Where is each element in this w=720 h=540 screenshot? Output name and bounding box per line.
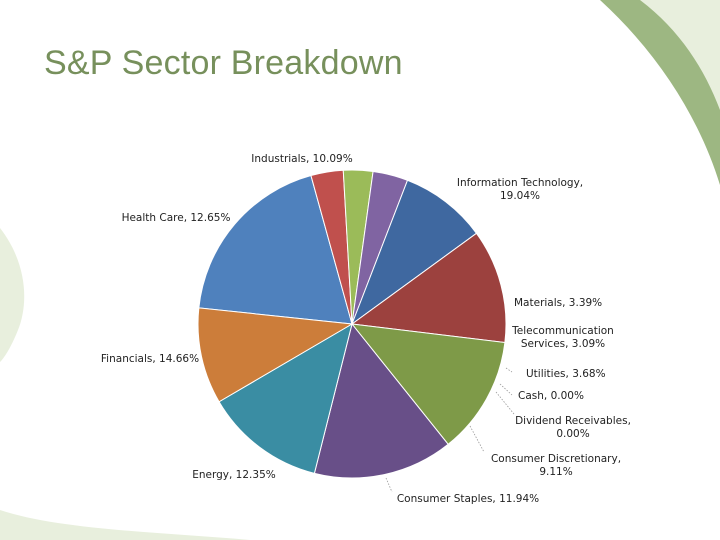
data-label-health-care: Health Care, 12.65% [122, 212, 231, 224]
data-label-line: 9.11% [539, 466, 572, 478]
data-label-line: Financials, 14.66% [101, 353, 199, 365]
data-label-line: Industrials, 10.09% [251, 153, 352, 165]
data-label-line: Services, 3.09% [521, 338, 605, 350]
pie-slice-energy [350, 323, 506, 445]
data-label-dividend-receivables: Dividend Receivables, 0.00% [515, 415, 631, 440]
data-label-line: Information Technology, [457, 177, 583, 189]
data-label-industrials: Industrials, 10.09% [251, 153, 352, 165]
pie-slice-health-care [218, 322, 353, 474]
data-label-line: 19.04% [500, 190, 540, 202]
data-label-consumer-discretionary: Consumer Discretionary, 9.11% [491, 453, 621, 478]
slide-title: S&P Sector Breakdown [44, 44, 403, 82]
pie-slice-financials [313, 322, 449, 479]
leader-line-utilities [505, 367, 513, 373]
data-label-energy: Energy, 12.35% [192, 469, 275, 481]
data-label-line: Utilities, 3.68% [526, 368, 606, 380]
data-label-line: Consumer Staples, 11.94% [397, 493, 539, 505]
pie-slice-information-technology [198, 174, 353, 325]
data-label-utilities: Utilities, 3.68% [526, 368, 606, 380]
data-label-line: Consumer Discretionary, [491, 453, 621, 465]
leader-line-consumer-staples [385, 477, 393, 493]
leader-line-consumer-discretionary [469, 425, 485, 453]
data-label-telecommunication-services: Telecommunication Services, 3.09% [511, 325, 614, 350]
data-label-line: Cash, 0.00% [518, 390, 584, 402]
data-label-financials: Financials, 14.66% [101, 353, 199, 365]
left-swoosh [0, 228, 25, 362]
leader-line-dividend-receivables [495, 391, 515, 415]
data-label-line: Telecommunication [511, 325, 614, 337]
data-label-line: Health Care, 12.65% [122, 212, 231, 224]
bottom-swoosh [0, 510, 250, 540]
data-label-line: Dividend Receivables, [515, 415, 631, 427]
data-label-line: 0.00% [556, 428, 589, 440]
leader-line-cash [499, 383, 513, 396]
pie-slice-consumer-staples [350, 232, 507, 344]
data-label-information-technology: Information Technology, 19.04% [457, 177, 583, 202]
corner-swoosh-light [640, 0, 720, 110]
data-label-line: Energy, 12.35% [192, 469, 275, 481]
pie-slice-industrials [197, 307, 354, 403]
data-label-materials: Materials, 3.39% [514, 297, 602, 309]
data-label-line: Materials, 3.39% [514, 297, 602, 309]
pie-slice-consumer-discretionary [350, 179, 478, 326]
data-label-cash: Cash, 0.00% [518, 390, 584, 402]
data-label-consumer-staples: Consumer Staples, 11.94% [397, 493, 539, 505]
